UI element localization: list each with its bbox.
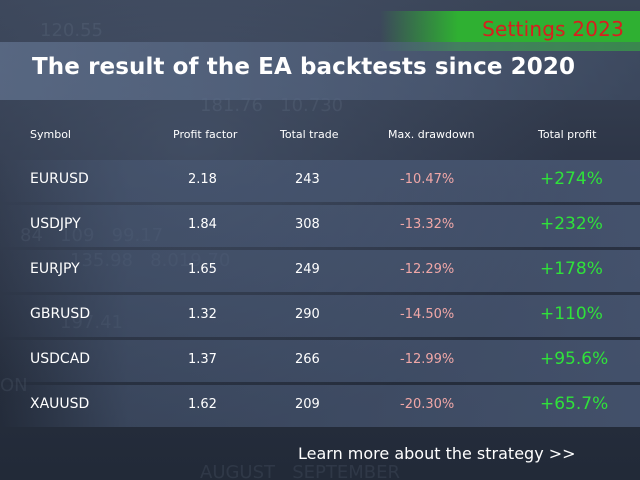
page-title: The result of the EA backtests since 202… [32,54,576,80]
table-row: GBRUSD 1.32 290 -14.50% +110% [0,295,640,337]
cell-max-drawdown: -12.29% [400,262,455,277]
table-row: EURUSD 2.18 243 -10.47% +274% [0,160,640,202]
cell-profit-factor: 2.18 [188,172,217,187]
cell-profit-factor: 1.37 [188,352,217,367]
cell-profit-factor: 1.32 [188,307,217,322]
cell-total-profit: +232% [540,214,603,234]
cell-total-profit: +110% [540,304,603,324]
title-bar: The result of the EA backtests since 202… [0,42,640,100]
settings-badge-label: Settings 2023 [482,17,624,41]
cell-max-drawdown: -12.99% [400,352,455,367]
cell-max-drawdown: -10.47% [400,172,455,187]
learn-more-link[interactable]: Learn more about the strategy >> [298,444,576,463]
table-header: Symbol Profit factor Total trade Max. dr… [0,128,640,148]
cell-total-trade: 249 [295,262,320,277]
cell-symbol: EURUSD [30,171,89,187]
cell-total-trade: 243 [295,172,320,187]
cell-total-trade: 209 [295,397,320,412]
cell-max-drawdown: -20.30% [400,397,455,412]
cell-symbol: EURJPY [30,261,80,277]
cell-profit-factor: 1.65 [188,262,217,277]
header-profit-factor: Profit factor [173,128,238,141]
cell-total-trade: 290 [295,307,320,322]
cell-total-profit: +274% [540,169,603,189]
cell-total-profit: +65.7% [540,394,609,414]
cell-max-drawdown: -13.32% [400,217,455,232]
cell-total-trade: 266 [295,352,320,367]
cell-max-drawdown: -14.50% [400,307,455,322]
header-max-drawdown: Max. drawdown [388,128,475,141]
table-row: USDJPY 1.84 308 -13.32% +232% [0,205,640,247]
cell-total-trade: 308 [295,217,320,232]
cell-total-profit: +178% [540,259,603,279]
cell-profit-factor: 1.84 [188,217,217,232]
cell-symbol: XAUUSD [30,396,90,412]
header-total-trade: Total trade [280,128,339,141]
header-symbol: Symbol [30,128,71,141]
table-row: EURJPY 1.65 249 -12.29% +178% [0,250,640,292]
cell-symbol: GBRUSD [30,306,91,322]
table-row: USDCAD 1.37 266 -12.99% +95.6% [0,340,640,382]
cell-symbol: USDCAD [30,351,91,367]
cell-profit-factor: 1.62 [188,397,217,412]
cell-symbol: USDJPY [30,216,81,232]
table-row: XAUUSD 1.62 209 -20.30% +65.7% [0,385,640,427]
cell-total-profit: +95.6% [540,349,609,369]
header-total-profit: Total profit [538,128,597,141]
